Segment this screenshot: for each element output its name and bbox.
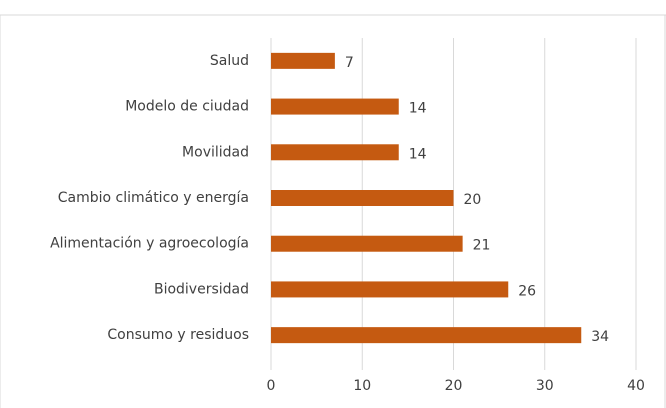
bar <box>271 327 582 344</box>
data-label: 20 <box>464 192 482 208</box>
data-label: 14 <box>409 101 427 117</box>
bar <box>271 190 454 206</box>
bar <box>271 98 399 115</box>
y-tick-label: Alimentación y agroecología <box>50 236 249 252</box>
x-tick-label: 10 <box>353 378 371 394</box>
y-tick-label: Consumo y residuos <box>107 327 249 343</box>
bar <box>271 235 463 252</box>
bar <box>271 281 509 298</box>
data-label: 34 <box>591 329 609 345</box>
x-tick-label: 40 <box>627 378 645 394</box>
bar <box>271 144 399 161</box>
y-tick-label: Modelo de ciudad <box>125 99 249 115</box>
x-tick-label: 20 <box>445 378 463 394</box>
data-label: 26 <box>518 283 536 299</box>
bar <box>271 52 335 69</box>
x-tick-label: 30 <box>536 378 554 394</box>
y-tick-label: Movilidad <box>182 144 249 160</box>
y-tick-label: Biodiversidad <box>154 281 249 297</box>
data-label: 14 <box>409 146 427 162</box>
y-tick-label: Cambio climático y energía <box>58 190 249 206</box>
x-tick-label: 0 <box>267 378 276 394</box>
y-tick-label: Salud <box>210 53 249 69</box>
data-label: 7 <box>345 55 354 71</box>
data-label: 21 <box>473 238 491 254</box>
